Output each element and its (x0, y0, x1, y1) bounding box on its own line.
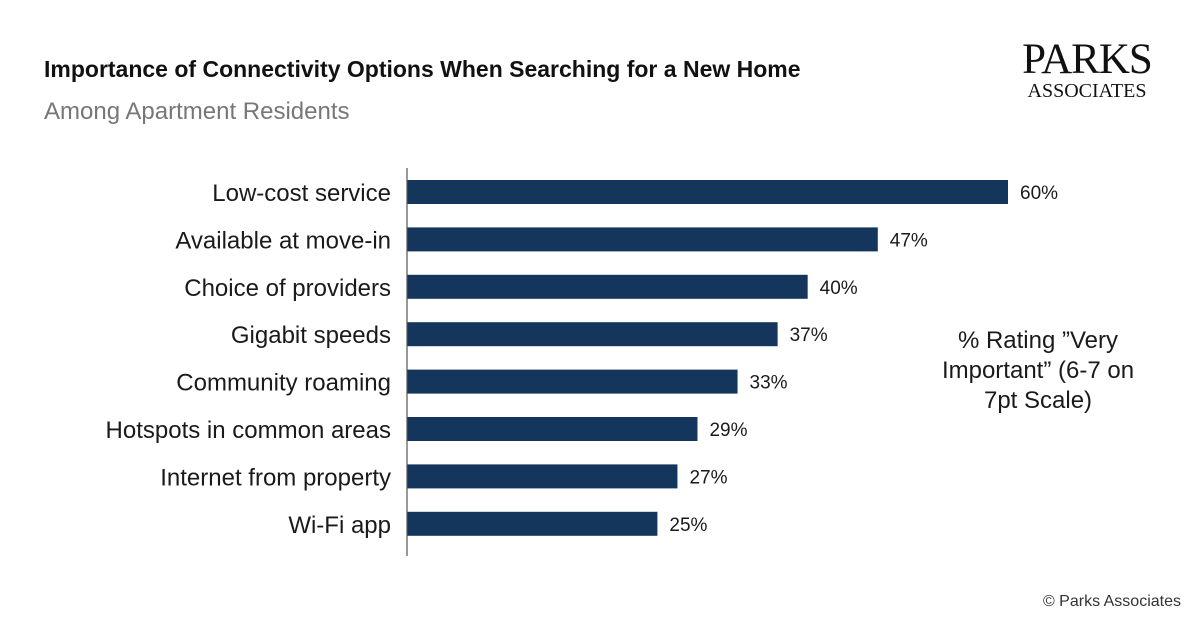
category-label: Available at move-in (175, 227, 391, 254)
parks-associates-logo: PARKS ASSOCIATES (1016, 36, 1158, 102)
data-label: 47% (890, 230, 928, 251)
data-label: 29% (709, 420, 747, 441)
copyright-notice: © Parks Associates (1042, 593, 1181, 610)
bar (407, 180, 1008, 204)
data-label: 27% (689, 467, 727, 488)
category-label: Internet from property (160, 464, 391, 491)
logo-line-1: PARKS (1022, 36, 1153, 83)
data-label: 40% (820, 278, 858, 299)
data-label: 25% (669, 515, 707, 536)
logo-line-2: ASSOCIATES (1027, 80, 1147, 102)
chart-subtitle: Among Apartment Residents (44, 98, 350, 125)
category-label: Gigabit speeds (231, 322, 391, 349)
bar (407, 274, 808, 299)
bar (407, 227, 878, 252)
category-label: Community roaming (176, 370, 391, 397)
chart-annotation: % Rating ”Very Important” (6-7 on 7pt Sc… (941, 327, 1135, 414)
bar (407, 511, 658, 536)
category-label: Choice of providers (184, 275, 391, 302)
bar (407, 417, 698, 441)
category-label: Wi-Fi app (288, 512, 391, 539)
bar (407, 464, 678, 489)
bar (407, 369, 738, 394)
bar (407, 322, 778, 347)
data-label: 60% (1020, 183, 1058, 204)
chart-title: Importance of Connectivity Options When … (44, 56, 801, 82)
data-label: 33% (750, 373, 788, 394)
data-label: 37% (790, 325, 828, 346)
category-label: Hotspots in common areas (106, 417, 391, 444)
category-label: Low-cost service (212, 180, 391, 207)
